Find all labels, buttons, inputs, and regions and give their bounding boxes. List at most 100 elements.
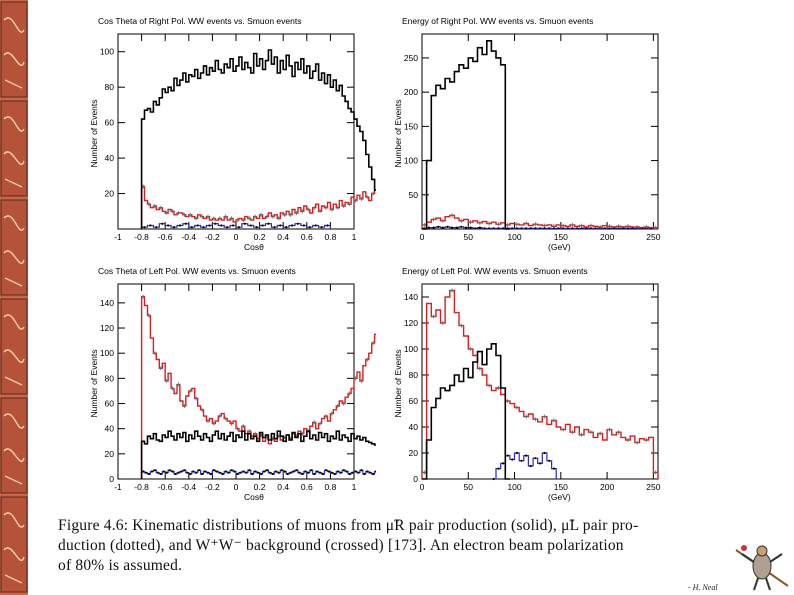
dotted-marker: [534, 227, 537, 230]
dotted-marker: [357, 471, 360, 474]
crossed-marker: [335, 404, 340, 409]
crossed-marker: [459, 218, 464, 223]
crossed-marker: [194, 216, 199, 221]
dotted-marker: [254, 470, 257, 473]
dotted-marker: [209, 472, 212, 476]
border-ornament: [3, 512, 25, 584]
crossed-marker: [264, 214, 269, 219]
x-tick-label: -0.8: [134, 232, 149, 242]
border-brick: [0, 1, 28, 98]
dotted-marker: [257, 471, 260, 474]
border-ornament: [3, 215, 25, 287]
border-ornament: [3, 314, 25, 386]
plot-frame: [421, 33, 659, 230]
dotted-marker: [538, 227, 542, 230]
dotted-marker: [243, 222, 246, 225]
dotted-marker: [162, 470, 165, 473]
chart-title: Energy of Right Pol. WW events vs. Smuon…: [402, 16, 593, 26]
crossed-marker: [468, 347, 473, 351]
y-tick-label: 20: [105, 189, 115, 199]
crossed-marker: [347, 391, 352, 396]
x-tick-label: -0.6: [158, 232, 173, 242]
dotted-marker: [626, 227, 629, 230]
crossed-marker: [588, 223, 593, 228]
crossed-marker: [217, 216, 222, 221]
hist-energy-left-pol: Energy of Left Pol. WW events vs. Smuon …: [393, 266, 661, 502]
crossed-marker: [217, 414, 222, 419]
crossed-marker: [270, 214, 275, 219]
crossed-marker: [579, 432, 584, 437]
crossed-marker: [635, 224, 640, 229]
crossed-marker: [440, 321, 445, 325]
dotted-marker: [155, 226, 158, 229]
crossed-marker: [341, 203, 346, 208]
crossed-marker: [253, 214, 258, 219]
dotted-marker: [622, 227, 625, 230]
dotted-marker: [464, 226, 468, 229]
crossed-marker: [152, 351, 157, 356]
y-tick-label: 50: [409, 190, 419, 200]
crossed-marker: [533, 417, 538, 422]
border-brick: [0, 496, 28, 593]
dotted-marker: [201, 472, 204, 476]
dotted-marker: [192, 470, 195, 473]
dotted-marker: [168, 469, 171, 472]
dotted-marker: [251, 472, 254, 476]
crossed-marker: [211, 421, 216, 426]
dotted-marker: [153, 469, 156, 472]
dotted-marker: [469, 226, 472, 229]
plot-frame: [117, 33, 355, 230]
crossed-marker: [253, 431, 258, 436]
crossed-marker: [588, 430, 593, 435]
crossed-marker: [422, 470, 427, 475]
y-tick-label: 200: [404, 87, 418, 97]
dotted-marker: [283, 470, 286, 473]
dotted-marker: [285, 226, 288, 229]
crossed-marker: [323, 414, 328, 419]
crossed-marker: [570, 222, 575, 227]
crossed-marker: [247, 429, 252, 434]
crossed-marker: [440, 218, 445, 223]
x-tick-label: 0.8: [324, 482, 336, 492]
crossed-marker: [422, 222, 427, 227]
dotted-marker: [289, 471, 292, 474]
y-tick-label: 60: [105, 118, 115, 128]
dotted-marker: [195, 471, 198, 474]
crossed-marker: [329, 207, 334, 212]
crossed-marker: [359, 378, 364, 383]
dotted-marker: [460, 225, 463, 228]
dotted-marker: [336, 470, 339, 473]
y-tick-label: 100: [100, 348, 114, 358]
dotted-marker: [612, 227, 616, 230]
dotted-marker: [277, 471, 280, 474]
dotted-marker: [165, 471, 168, 474]
dotted-marker: [302, 224, 305, 227]
dotted-marker: [296, 222, 299, 225]
dotted-marker: [326, 224, 329, 227]
crossed-marker: [300, 209, 305, 214]
dotted-marker: [557, 227, 560, 230]
dotted-marker: [149, 224, 152, 227]
crossed-marker: [170, 386, 175, 391]
dotted-marker: [483, 227, 486, 230]
dotted-marker: [497, 227, 500, 230]
dotted-marker: [327, 470, 330, 473]
border-brick: [0, 298, 28, 395]
dotted-marker: [150, 470, 153, 473]
x-tick-label: -0.6: [158, 482, 173, 492]
dotted-marker: [529, 464, 532, 468]
crossed-marker: [450, 213, 455, 218]
border-ornament: [3, 17, 25, 89]
crossed-marker: [653, 470, 658, 475]
crossed-marker: [211, 216, 216, 221]
dotted-marker: [529, 227, 532, 230]
dotted-marker: [548, 227, 551, 230]
dotted-marker: [215, 470, 218, 473]
dotted-marker: [552, 467, 555, 470]
dotted-marker: [208, 224, 211, 227]
figure-caption: Figure 4.6: Kinematic distributions of m…: [58, 516, 734, 576]
crossed-marker: [561, 427, 566, 432]
dotted-marker: [310, 469, 313, 472]
crossed-marker: [241, 424, 246, 429]
dotted-marker: [427, 226, 430, 229]
